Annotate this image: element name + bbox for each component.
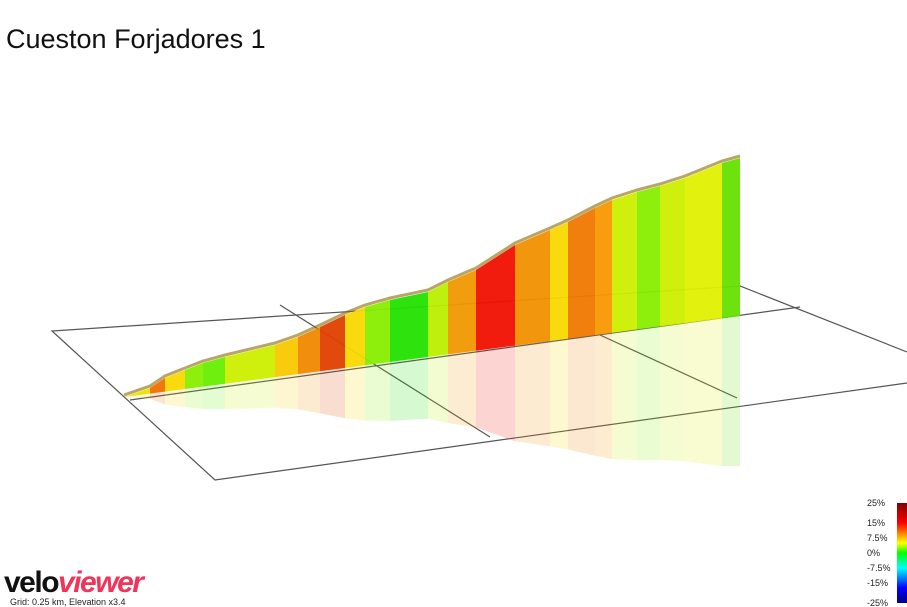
legend-label: -25% — [867, 598, 889, 607]
profile-strips — [123, 154, 741, 467]
reflection-strip — [203, 383, 225, 410]
reflection-strip — [660, 323, 685, 462]
reflection-strip — [595, 332, 612, 460]
reflection-strip — [685, 318, 722, 466]
legend-label: -15% — [867, 578, 889, 588]
profile-strip — [165, 370, 185, 392]
profile-strip — [225, 345, 275, 384]
legend-label: 25% — [867, 498, 886, 508]
legend-label: -7.5% — [867, 563, 891, 573]
profile-strip — [428, 282, 448, 358]
profile-strip — [637, 186, 660, 330]
profile-strip — [345, 307, 365, 368]
profile-strip — [476, 245, 515, 351]
reflection-strip — [165, 388, 185, 408]
reflection-strip — [365, 362, 390, 421]
profile-strip — [550, 222, 568, 341]
reflection-strip — [345, 365, 365, 421]
profile-strip — [275, 337, 298, 378]
reflection-strip — [225, 377, 275, 410]
legend-label: 15% — [867, 518, 886, 528]
reflection-strip — [298, 371, 320, 414]
profile-strip — [568, 208, 595, 339]
profile-strip — [612, 192, 637, 333]
legend-gradient — [897, 503, 907, 603]
reflection-strip — [275, 374, 298, 410]
legend-label: 0% — [867, 548, 881, 558]
reflection-strip — [124, 393, 150, 399]
profile-top-edge — [123, 154, 741, 397]
profile-strip — [722, 158, 740, 319]
reflection-strip — [390, 357, 428, 421]
profile-strip — [150, 378, 165, 394]
reflection-strip — [568, 335, 595, 456]
reflection-strip — [150, 391, 165, 405]
reflection-strip — [722, 316, 740, 467]
logo: veloviewer — [4, 566, 144, 600]
profile-strip — [685, 163, 722, 324]
profile-strip — [203, 357, 225, 387]
profile-strip — [390, 292, 428, 363]
profile-strip — [298, 327, 320, 375]
profile-strip — [124, 388, 150, 397]
profile-strip — [595, 200, 612, 336]
logo-bold: viewer — [58, 566, 144, 599]
profile-strip — [365, 300, 390, 366]
title: Cueston Forjadores 1 — [6, 24, 266, 54]
profile-strip — [185, 363, 203, 389]
profile-strip — [448, 270, 476, 355]
reflection-strip — [612, 329, 637, 461]
logo-light: velo — [4, 566, 60, 599]
reflection-strip — [320, 367, 345, 419]
profile-strip — [320, 315, 345, 372]
reflection-strip — [637, 326, 660, 461]
reflection-strip — [448, 350, 476, 428]
reflection-strip — [428, 354, 448, 424]
reflection-strip — [476, 345, 515, 442]
caption: Grid: 0.25 km, Elevation x3.4 — [10, 597, 126, 607]
reflection-strip — [550, 338, 568, 450]
legend-label: 7.5% — [867, 533, 888, 543]
profile-strip — [660, 178, 685, 327]
profile-strip — [515, 230, 550, 346]
grid-line — [599, 334, 738, 399]
reflection-strip — [515, 340, 550, 447]
reflection-strip — [185, 386, 203, 410]
